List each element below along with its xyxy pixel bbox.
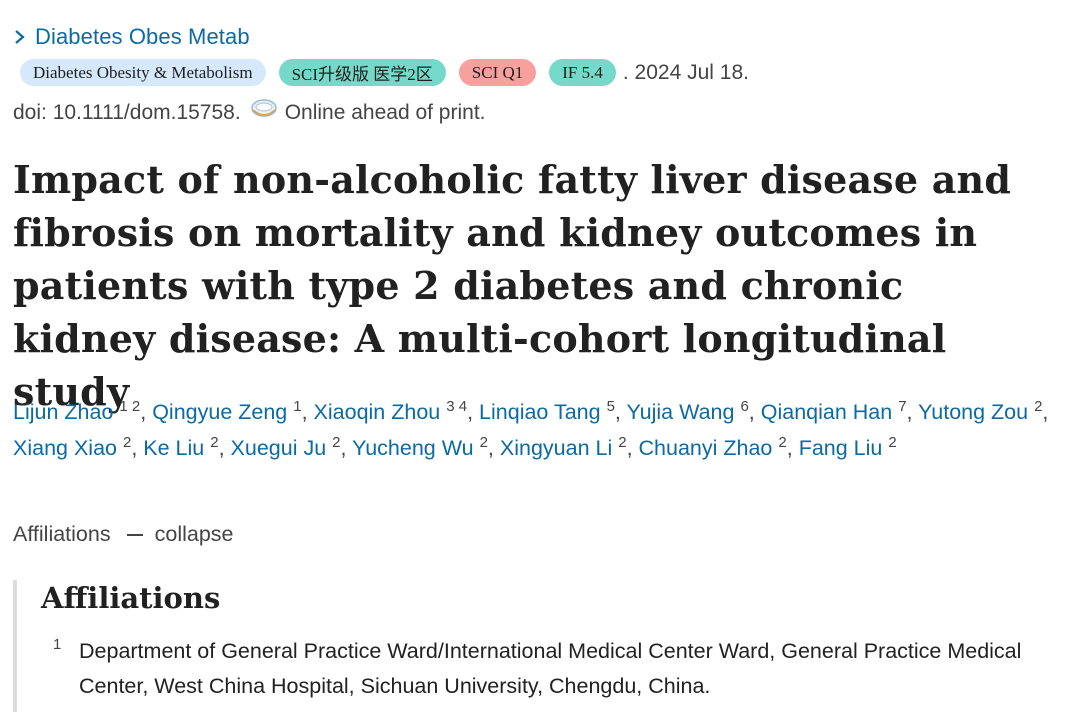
author-link[interactable]: Xuegui Ju <box>230 436 327 460</box>
online-ahead-text: Online ahead of print. <box>284 101 486 124</box>
author-affiliation-ref[interactable]: 2 <box>122 433 132 451</box>
author-affiliation-ref[interactable]: 2 <box>888 433 897 451</box>
article-title: Impact of non-alcoholic fatty liver dise… <box>13 157 1012 414</box>
author-link[interactable]: Yutong Zou <box>918 400 1029 424</box>
affiliations-toggle-label: Affiliations <box>13 522 111 546</box>
author-affiliation-ref[interactable]: 7 <box>898 397 907 415</box>
author-affiliation-ref[interactable]: 1 2 <box>119 397 141 415</box>
author-link[interactable]: Chuanyi Zhao <box>638 436 773 460</box>
journal-full-badge[interactable]: Diabetes Obesity & Metabolism <box>20 59 266 86</box>
author-link[interactable]: Xiaoqin Zhou <box>313 400 441 424</box>
doi-text[interactable]: doi: 10.1111/dom.15758. <box>13 101 241 124</box>
chevron-right-icon <box>15 30 25 44</box>
author-link[interactable]: Fang Liu <box>798 436 883 460</box>
author-affiliation-ref[interactable]: 5 <box>606 397 615 415</box>
author-affiliation-ref[interactable]: 2 <box>210 433 219 451</box>
author-affiliation-ref[interactable]: 2 <box>332 433 341 451</box>
author-link[interactable]: Yujia Wang <box>626 400 735 424</box>
journal-link-row[interactable]: Diabetes Obes Metab <box>13 24 250 50</box>
author-link[interactable]: Linqiao Tang <box>479 400 601 424</box>
author-affiliation-ref[interactable]: 2 <box>1034 397 1043 415</box>
author-affiliation-ref[interactable]: 2 <box>479 433 488 451</box>
affiliation-number: 1 <box>53 636 62 653</box>
author-link[interactable]: Qingyue Zeng <box>152 400 288 424</box>
affiliation-item: 1 Department of General Practice Ward/In… <box>41 634 1073 704</box>
author-affiliation-ref[interactable]: 2 <box>778 433 787 451</box>
affiliations-heading: Affiliations <box>41 581 221 615</box>
affiliations-toggle[interactable]: Affiliations collapse <box>13 522 234 547</box>
author-link[interactable]: Ke Liu <box>143 436 205 460</box>
author-affiliation-ref[interactable]: 3 4 <box>446 397 468 415</box>
author-affiliation-ref[interactable]: 1 <box>293 397 302 415</box>
author-affiliation-ref[interactable]: 6 <box>740 397 749 415</box>
online-ahead-icon <box>250 99 277 117</box>
author-link[interactable]: Yucheng Wu <box>352 436 474 460</box>
journal-link[interactable]: Diabetes Obes Metab <box>35 24 250 49</box>
impact-factor-badge[interactable]: IF 5.4 <box>549 59 616 86</box>
journal-badges: Diabetes Obesity & Metabolism SCI升级版 医学2… <box>20 59 749 86</box>
publication-date: . 2024 Jul 18. <box>622 60 749 84</box>
author-link[interactable]: Lijun Zhao <box>13 400 114 424</box>
sci-zone-badge[interactable]: SCI升级版 医学2区 <box>278 59 446 86</box>
affiliations-collapse-link[interactable]: collapse <box>154 522 234 546</box>
sci-quartile-badge[interactable]: SCI Q1 <box>458 59 537 86</box>
author-link[interactable]: Xiang Xiao <box>13 436 117 460</box>
affiliation-text: Department of General Practice Ward/Inte… <box>79 639 1022 698</box>
author-affiliation-ref[interactable]: 2 <box>618 433 627 451</box>
author-link[interactable]: Xingyuan Li <box>499 436 613 460</box>
author-link[interactable]: Qianqian Han <box>760 400 893 424</box>
doi-row: doi: 10.1111/dom.15758. Online ahead of … <box>13 96 486 130</box>
collapse-dash-icon <box>126 533 143 536</box>
author-list: Lijun Zhao 1 2, Qingyue Zeng 1, Xiaoqin … <box>13 397 1049 460</box>
affiliations-section: Affiliations 1 Department of General Pra… <box>13 580 1073 712</box>
